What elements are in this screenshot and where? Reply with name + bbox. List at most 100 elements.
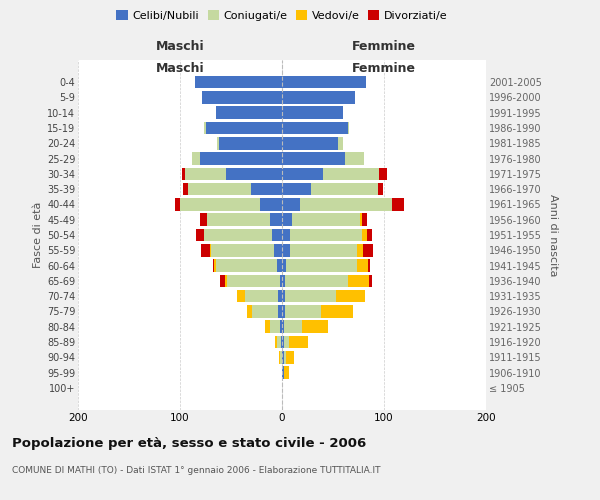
Bar [282, 244, 290, 256]
Bar [277, 260, 282, 272]
Bar [265, 320, 270, 333]
Bar [284, 320, 302, 333]
Text: Femmine: Femmine [352, 62, 416, 74]
Text: Femmine: Femmine [352, 40, 416, 52]
Bar [359, 214, 362, 226]
Bar [311, 183, 378, 196]
Bar [367, 228, 372, 241]
Bar [345, 152, 364, 165]
Bar [282, 274, 285, 287]
Bar [219, 137, 282, 149]
Bar [292, 214, 359, 226]
Y-axis label: Fasce di età: Fasce di età [32, 202, 43, 268]
Bar [200, 214, 206, 226]
Bar [302, 320, 328, 333]
Bar [286, 260, 358, 272]
Bar [216, 106, 282, 119]
Bar [368, 260, 370, 272]
Bar [183, 183, 188, 196]
Bar [220, 274, 225, 287]
Bar [358, 244, 362, 256]
Bar [216, 260, 277, 272]
Bar [282, 305, 285, 318]
Bar [301, 198, 392, 210]
Bar [206, 214, 270, 226]
Bar [245, 290, 278, 302]
Bar [212, 260, 214, 272]
Bar [378, 183, 383, 196]
Bar [202, 244, 209, 256]
Bar [282, 351, 284, 364]
Y-axis label: Anni di nascita: Anni di nascita [548, 194, 559, 276]
Bar [196, 228, 205, 241]
Bar [362, 214, 367, 226]
Bar [200, 152, 282, 165]
Bar [185, 168, 226, 180]
Bar [284, 336, 289, 348]
Bar [285, 290, 336, 302]
Bar [282, 260, 286, 272]
Text: Maschi: Maschi [155, 40, 205, 52]
Bar [336, 290, 365, 302]
Bar [282, 198, 301, 210]
Text: Maschi: Maschi [155, 62, 205, 74]
Bar [225, 274, 227, 287]
Bar [282, 320, 284, 333]
Bar [280, 274, 282, 287]
Bar [279, 351, 280, 364]
Bar [209, 244, 211, 256]
Bar [182, 168, 185, 180]
Bar [282, 91, 355, 104]
Bar [280, 320, 282, 333]
Bar [285, 305, 321, 318]
Bar [206, 122, 282, 134]
Bar [226, 168, 282, 180]
Legend: Celibi/Nubili, Coniugati/e, Vedovi/e, Divorziati/e: Celibi/Nubili, Coniugati/e, Vedovi/e, Di… [114, 8, 450, 23]
Bar [282, 214, 292, 226]
Bar [362, 244, 373, 256]
Bar [278, 290, 282, 302]
Bar [282, 122, 349, 134]
Bar [379, 168, 387, 180]
Bar [282, 336, 284, 348]
Bar [202, 91, 282, 104]
Bar [196, 76, 282, 88]
Bar [247, 305, 253, 318]
Bar [180, 198, 260, 210]
Bar [211, 244, 274, 256]
Bar [253, 305, 278, 318]
Bar [192, 152, 200, 165]
Bar [275, 336, 277, 348]
Bar [237, 290, 245, 302]
Bar [282, 366, 284, 379]
Bar [217, 137, 219, 149]
Bar [282, 152, 345, 165]
Bar [284, 351, 286, 364]
Bar [272, 228, 282, 241]
Bar [227, 274, 280, 287]
Bar [260, 198, 282, 210]
Bar [175, 198, 180, 210]
Bar [338, 137, 343, 149]
Bar [214, 260, 216, 272]
Bar [285, 274, 349, 287]
Bar [282, 290, 285, 302]
Bar [188, 183, 251, 196]
Bar [289, 336, 308, 348]
Bar [349, 274, 369, 287]
Bar [282, 228, 290, 241]
Bar [281, 336, 282, 348]
Bar [392, 198, 404, 210]
Bar [251, 183, 282, 196]
Bar [323, 168, 379, 180]
Bar [205, 228, 272, 241]
Bar [270, 320, 280, 333]
Bar [282, 106, 343, 119]
Bar [362, 228, 367, 241]
Bar [290, 228, 362, 241]
Bar [284, 366, 289, 379]
Bar [282, 76, 365, 88]
Bar [286, 351, 294, 364]
Bar [321, 305, 353, 318]
Bar [358, 260, 368, 272]
